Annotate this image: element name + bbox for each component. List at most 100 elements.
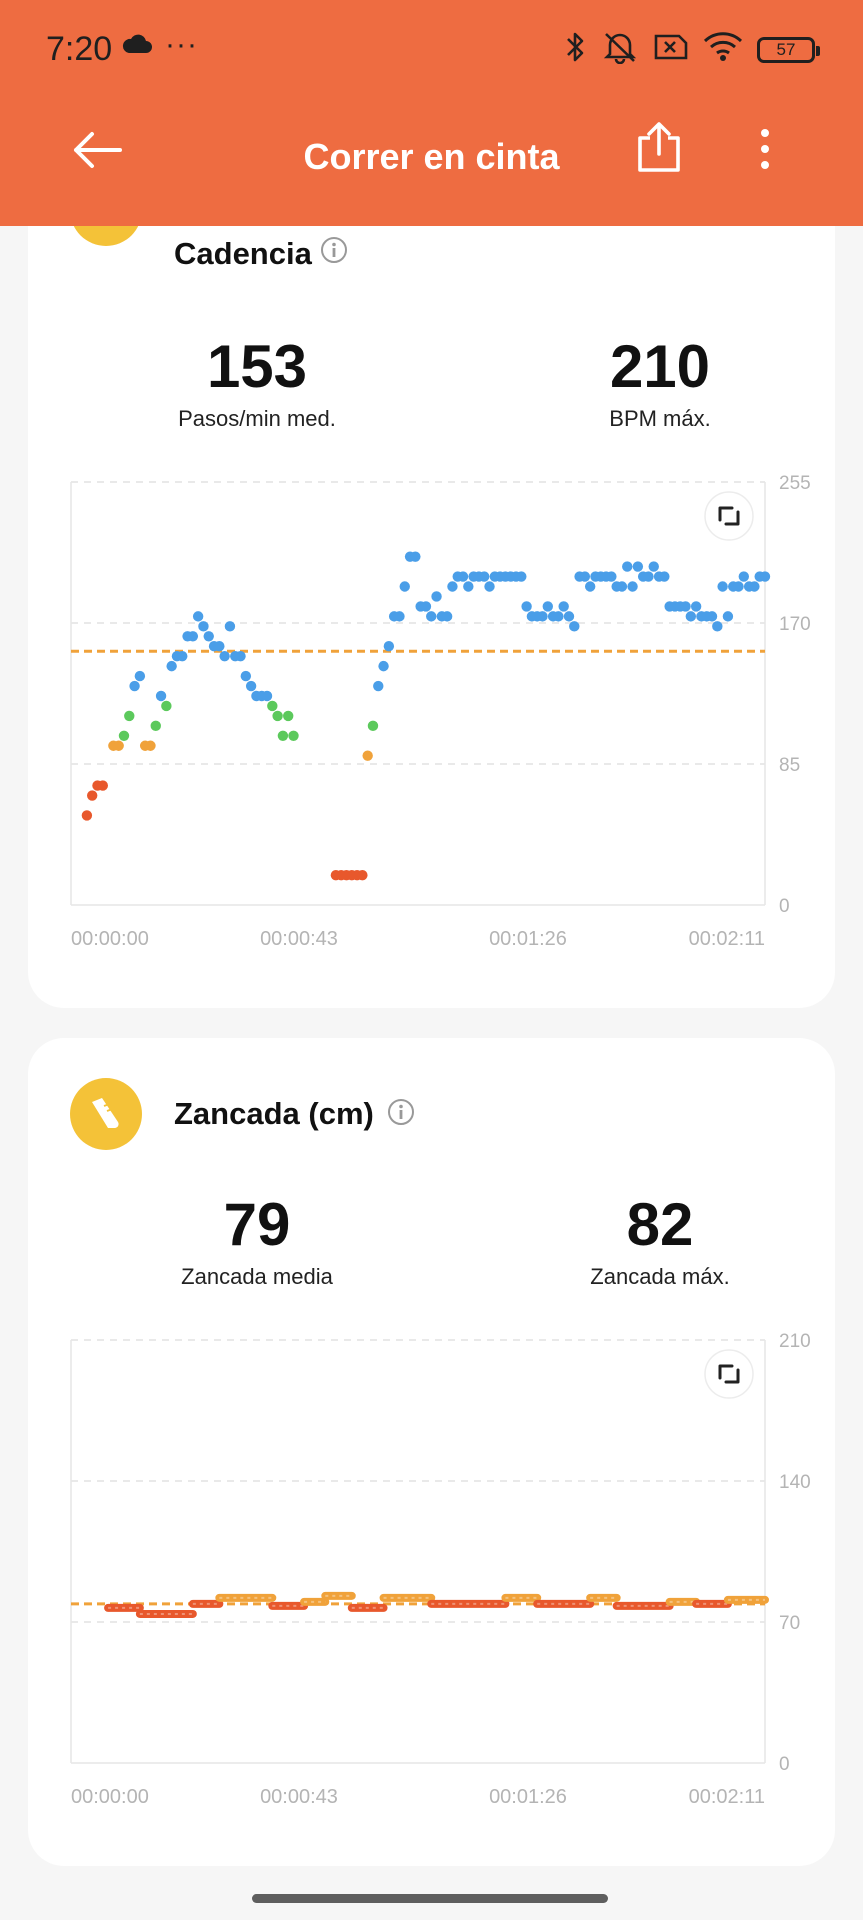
- top-bar: 7:20 ··· 57 Correr en cinta: [0, 0, 863, 226]
- y-tick-label: 70: [779, 1613, 800, 1634]
- average-stride-label: Zancada media: [181, 1264, 333, 1289]
- page-title: Correr en cinta: [303, 136, 560, 177]
- data-point: [521, 601, 532, 612]
- y-tick-label: 170: [779, 614, 811, 635]
- x-tick-label: 00:00:43: [260, 928, 338, 950]
- stride-card: Zancada (cm) 79 Zancada media 82 Zancada…: [28, 1038, 835, 1866]
- data-point: [622, 561, 633, 572]
- data-point: [267, 700, 278, 712]
- data-point: [447, 581, 458, 592]
- card-title: Zancada (cm): [174, 1096, 374, 1131]
- data-point: [516, 571, 527, 582]
- data-point: [187, 631, 199, 642]
- x-tick-label: 00:02:11: [689, 1786, 765, 1808]
- data-point: [627, 581, 638, 592]
- data-point: [659, 571, 670, 582]
- data-point: [606, 571, 617, 582]
- data-point: [749, 581, 760, 592]
- data-point: [431, 591, 442, 602]
- info-icon[interactable]: [320, 236, 348, 264]
- y-tick-label: 85: [779, 755, 800, 776]
- share-icon[interactable]: [636, 120, 682, 174]
- more-vertical-icon[interactable]: [752, 126, 778, 172]
- data-point: [383, 641, 395, 652]
- bluetooth-icon: [565, 30, 587, 69]
- average-cadence-label: Pasos/min med.: [178, 406, 336, 431]
- data-point: [722, 611, 734, 622]
- no-sim-icon: [653, 32, 689, 67]
- more-notifications-icon: ···: [165, 28, 198, 61]
- data-point: [97, 780, 108, 791]
- data-point: [367, 720, 379, 732]
- data-point: [484, 581, 495, 592]
- data-point: [579, 571, 591, 582]
- data-point: [420, 601, 432, 612]
- data-point: [118, 730, 130, 741]
- expand-button[interactable]: [704, 1349, 754, 1399]
- data-point: [712, 621, 723, 632]
- data-point: [177, 650, 188, 662]
- data-point: [569, 621, 580, 632]
- y-tick-label: 140: [779, 1472, 811, 1493]
- data-point: [378, 660, 389, 672]
- average-cadence-value: 153: [206, 333, 308, 400]
- home-indicator[interactable]: [252, 1894, 608, 1903]
- expand-button[interactable]: [704, 491, 754, 541]
- mute-icon: [601, 30, 639, 69]
- data-point: [145, 740, 156, 751]
- data-point: [685, 611, 697, 622]
- data-point: [690, 601, 702, 612]
- data-point: [584, 581, 596, 592]
- data-point: [479, 571, 490, 582]
- y-tick-label: 0: [779, 1754, 790, 1775]
- data-point: [224, 621, 236, 632]
- data-point: [542, 601, 553, 612]
- data-point: [399, 581, 410, 592]
- status-icons: 57: [565, 30, 820, 69]
- data-point: [738, 571, 750, 582]
- back-arrow-icon[interactable]: [70, 128, 124, 172]
- x-tick-label: 00:00:00: [71, 928, 149, 950]
- data-point: [113, 740, 124, 751]
- x-tick-label: 00:00:00: [71, 1786, 149, 1808]
- cloud-icon: [122, 34, 152, 59]
- max-stride-label: Zancada máx.: [590, 1264, 730, 1289]
- data-point: [245, 680, 257, 692]
- cadence-card: Cadencia 153 Pasos/min med. 210 BPM máx.…: [28, 180, 835, 1008]
- data-point: [706, 611, 718, 622]
- data-point: [362, 750, 373, 761]
- data-point: [643, 571, 654, 582]
- data-point: [441, 611, 453, 622]
- cadence-chart: 255 170 85 0 00:00:00 00:00:43 00:01:26 00:02:1…: [70, 473, 811, 950]
- status-bar: 7:20 ··· 57: [0, 0, 863, 100]
- data-point: [616, 581, 628, 592]
- y-tick-label: 0: [779, 896, 790, 917]
- data-point: [272, 710, 283, 722]
- x-tick-label: 00:01:26: [489, 1786, 567, 1808]
- data-point: [537, 611, 548, 622]
- max-cadence-label: BPM máx.: [609, 406, 711, 431]
- data-point: [283, 710, 294, 722]
- app-bar: Correr en cinta: [0, 100, 863, 226]
- data-point: [240, 670, 252, 682]
- data-point: [150, 720, 161, 732]
- info-icon[interactable]: [387, 1098, 415, 1126]
- data-point: [192, 611, 204, 622]
- data-point: [553, 611, 564, 622]
- data-point: [235, 650, 246, 662]
- data-point: [134, 670, 146, 682]
- data-point: [261, 690, 273, 702]
- data-point: [426, 611, 437, 622]
- expand-icon: [718, 506, 740, 526]
- x-tick-label: 00:00:43: [260, 1786, 338, 1808]
- battery-icon: 57: [757, 36, 820, 63]
- shoe-icon: [70, 1078, 142, 1150]
- data-point: [759, 571, 771, 582]
- data-point: [214, 641, 225, 652]
- status-time: 7:20: [46, 30, 113, 68]
- data-point: [219, 650, 230, 662]
- data-point: [357, 869, 368, 881]
- wifi-icon: [703, 31, 743, 68]
- average-stride-value: 79: [223, 1191, 291, 1258]
- y-tick-label: 255: [779, 473, 811, 494]
